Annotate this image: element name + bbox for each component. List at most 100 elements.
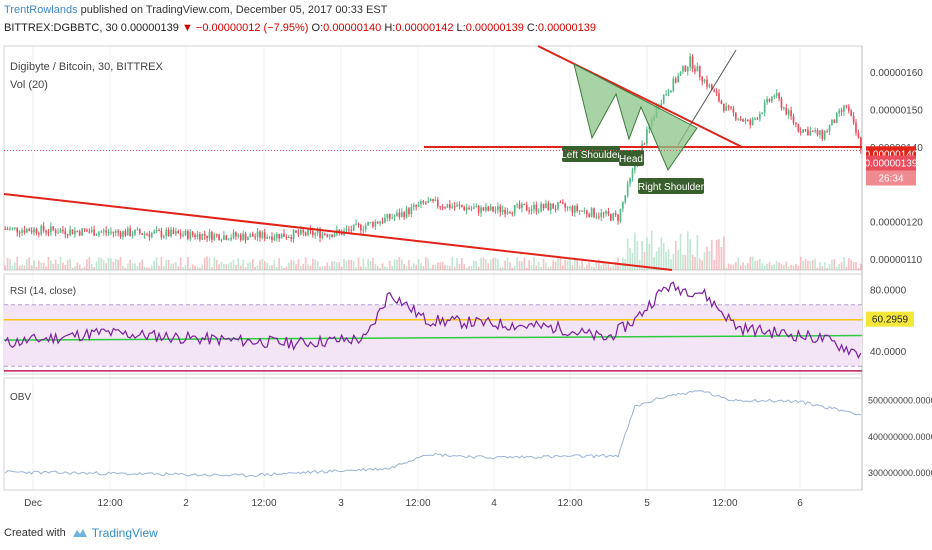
volume-bar bbox=[134, 263, 136, 270]
volume-bar bbox=[441, 261, 444, 270]
volume-bar bbox=[742, 262, 744, 270]
author-link[interactable]: TrentRowlands bbox=[4, 4, 78, 16]
pattern-shape[interactable] bbox=[573, 63, 698, 172]
volume-bars bbox=[4, 230, 862, 270]
volume-bar bbox=[655, 251, 658, 270]
candle-body bbox=[448, 204, 451, 208]
candle-body bbox=[573, 205, 576, 213]
volume-bar bbox=[516, 257, 518, 270]
volume-bar bbox=[578, 265, 581, 270]
volume-bar bbox=[189, 267, 192, 270]
volume-bar bbox=[468, 266, 470, 270]
candle-body bbox=[708, 84, 711, 87]
time-tick-label: 4 bbox=[491, 498, 497, 509]
volume-bar bbox=[112, 261, 115, 270]
candle-body bbox=[350, 229, 353, 231]
candle-body bbox=[386, 214, 389, 218]
volume-bar bbox=[45, 266, 47, 270]
candle-body bbox=[833, 119, 836, 123]
volume-bar bbox=[405, 266, 408, 270]
volume-bar bbox=[636, 241, 639, 270]
candle-body bbox=[578, 210, 581, 212]
candle-body bbox=[21, 230, 23, 233]
volume-bar bbox=[838, 263, 841, 270]
volume-bar bbox=[763, 265, 766, 270]
candle-body bbox=[787, 110, 790, 115]
volume-bar bbox=[766, 263, 768, 270]
volume-bar bbox=[223, 263, 225, 270]
candle-body bbox=[283, 233, 285, 237]
candle-body bbox=[408, 208, 410, 214]
volume-bar bbox=[191, 264, 194, 270]
candle-body bbox=[179, 233, 182, 236]
candle-body bbox=[670, 90, 672, 93]
volume-bar bbox=[559, 258, 562, 270]
volume-bar bbox=[38, 260, 40, 270]
candle-body bbox=[501, 209, 504, 213]
volume-bar bbox=[59, 256, 62, 270]
volume-bar bbox=[451, 256, 454, 270]
candle-body bbox=[799, 131, 802, 133]
volume-bar bbox=[823, 262, 826, 270]
candle-body bbox=[823, 131, 826, 139]
rsi-band bbox=[4, 304, 862, 367]
chart-canvas[interactable]: Dec 12:00 2 12:00 3 12:00 4 12:00 5 12:00 6 Left S… bbox=[0, 42, 932, 518]
candle-body bbox=[153, 231, 156, 234]
volume-bar bbox=[576, 258, 579, 270]
volume-bar bbox=[696, 235, 699, 270]
volume-bar bbox=[290, 260, 293, 270]
candle-body bbox=[40, 225, 43, 235]
volume-bar bbox=[583, 267, 586, 270]
volume-bar bbox=[434, 264, 437, 270]
candle-body bbox=[593, 208, 595, 217]
volume-bar bbox=[725, 267, 728, 270]
volume-bar bbox=[372, 257, 374, 270]
candle-body bbox=[95, 234, 98, 236]
candle-body bbox=[367, 222, 369, 226]
candle-body bbox=[722, 103, 725, 111]
volume-bar bbox=[473, 260, 475, 270]
candle-body bbox=[859, 137, 862, 150]
volume-bar bbox=[840, 262, 843, 270]
candle-body bbox=[225, 235, 228, 240]
candle-body bbox=[624, 195, 627, 203]
volume-bar bbox=[11, 265, 14, 270]
volume-bar bbox=[148, 267, 151, 270]
candle-body bbox=[463, 207, 466, 211]
upper-trendline[interactable] bbox=[537, 45, 743, 148]
candle-body bbox=[114, 230, 117, 233]
candle-body bbox=[720, 101, 723, 104]
candle-body bbox=[13, 227, 16, 229]
volume-bar bbox=[9, 259, 11, 270]
candle-body bbox=[835, 113, 838, 123]
high-value: 0.00000142 bbox=[395, 22, 454, 34]
candle-body bbox=[102, 230, 105, 232]
candle-body bbox=[9, 228, 11, 230]
candle-body bbox=[626, 183, 629, 196]
volume-bar bbox=[386, 267, 389, 270]
volume-bar bbox=[446, 265, 449, 270]
candle-body bbox=[497, 206, 499, 210]
candle-body bbox=[64, 231, 67, 235]
volume-bar bbox=[400, 259, 403, 270]
candle-body bbox=[74, 230, 76, 235]
long-trendline[interactable] bbox=[3, 193, 673, 271]
candle-body bbox=[251, 234, 254, 237]
volume-bar bbox=[4, 265, 7, 270]
volume-bar bbox=[275, 266, 278, 270]
candle-body bbox=[275, 233, 278, 238]
tradingview-brand-link[interactable]: TradingView bbox=[91, 526, 158, 540]
candle-body bbox=[761, 112, 764, 114]
volume-bar bbox=[684, 254, 687, 270]
candle-body bbox=[585, 210, 588, 215]
volume-bar bbox=[376, 265, 379, 270]
candle-body bbox=[194, 235, 196, 238]
candle-body bbox=[744, 119, 747, 122]
candle-body bbox=[160, 230, 163, 238]
candle-body bbox=[795, 122, 797, 125]
volume-bar bbox=[165, 259, 168, 270]
volume-bar bbox=[357, 257, 360, 270]
volume-bar bbox=[381, 263, 384, 270]
volume-bar bbox=[102, 260, 105, 270]
candle-body bbox=[694, 68, 696, 72]
